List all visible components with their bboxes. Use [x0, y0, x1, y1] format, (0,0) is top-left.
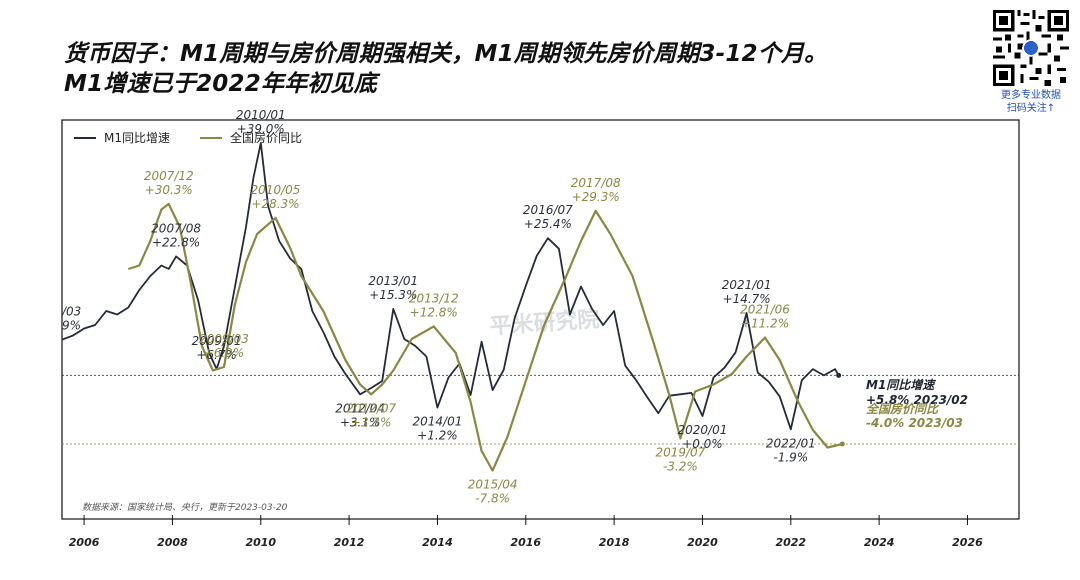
x-tick-label: 2014	[422, 536, 453, 549]
end-marker-house-price	[839, 441, 845, 447]
annotation-date: 2014/01	[413, 415, 463, 429]
annotation-date: 2022/01	[766, 436, 816, 450]
annotation-date: 2012/04	[335, 401, 385, 415]
qr-code-icon[interactable]	[993, 10, 1069, 86]
annotation-date: 2016/07	[523, 203, 573, 217]
annotation-date: 2009/01	[192, 334, 242, 348]
annotation-date: 2020/01	[678, 423, 728, 437]
annotation-date: 2019/07	[655, 445, 705, 459]
x-tick-label: 2012	[334, 536, 365, 549]
annotation-date: 2010/01	[236, 108, 286, 122]
annotation-date: 2017/08	[571, 176, 621, 190]
annotation-date: 2021/01	[722, 278, 772, 292]
series-line-house-price	[127, 202, 843, 472]
x-tick-label: 2010	[245, 536, 276, 549]
annotation-value: +14.7%	[723, 292, 771, 306]
annotation-date: 2007/12	[144, 169, 194, 183]
annotation-date: 2007/08	[151, 221, 201, 235]
annotation-value: +3.3%	[351, 415, 392, 429]
annotation-date: 2010/05	[251, 183, 301, 197]
annotation-value: +12.8%	[410, 305, 458, 319]
annotation-value: +0.0%	[682, 437, 723, 451]
annotation-value: -7.8%	[475, 492, 510, 506]
annotation-date: 2015/04	[468, 478, 518, 492]
annotation-value: +22.8%	[152, 235, 200, 249]
annotation-value: +28.3%	[251, 197, 299, 211]
qr-caption-line1: 更多专业数据	[1001, 90, 1061, 101]
end-label-house-name: 全国房价同比	[866, 402, 940, 416]
annotation-value: +25.4%	[524, 217, 572, 231]
annotation-value: +30.3%	[145, 183, 193, 197]
annotation-value: +6.9%	[204, 346, 245, 360]
annotation-value: +1.2%	[417, 429, 458, 443]
x-tick-label: 2022	[775, 536, 806, 549]
annotation-value: -3.2%	[663, 459, 698, 473]
annotation-date: 2009/03	[199, 332, 249, 346]
x-tick-label: 2016	[510, 536, 541, 549]
annotation-value: 9%	[62, 319, 81, 333]
end-label-m1-name: M1同比增速	[866, 378, 936, 392]
x-tick-label: 2006	[69, 536, 100, 549]
end-label-m1-value: +5.8% 2023/02	[866, 393, 968, 407]
x-tick-label: 2026	[952, 536, 983, 549]
annotation-value: +6.7%	[196, 348, 237, 362]
end-marker-m1	[836, 372, 842, 378]
legend-label-m1: M1同比增速	[104, 131, 170, 145]
annotation-date: 2021/06	[740, 303, 790, 317]
annotation-date: 2013/12	[409, 291, 459, 305]
x-tick-label: 2020	[687, 536, 718, 549]
annotation-date: /03	[61, 305, 81, 319]
annotation-value: +29.3%	[572, 190, 620, 204]
chart-title-line2: M1增速已于2022年年初见底	[64, 71, 377, 97]
chart-title-line1: 货币因子：M1周期与房价周期强相关，M1周期领先房价周期3-12个月。	[64, 41, 828, 67]
end-label-house-value: -4.0% 2023/03	[866, 416, 963, 430]
annotation-value: -1.9%	[773, 450, 808, 464]
annotation-date: 2013/01	[368, 274, 418, 288]
legend-label-house-price: 全国房价同比	[230, 130, 302, 145]
qr-caption-line2: 扫码关注↑	[1006, 103, 1056, 114]
plot-frame	[61, 119, 1020, 520]
annotation-value: +39.0%	[237, 122, 285, 136]
annotation-date: 2012/07	[346, 401, 396, 415]
annotation-value: +3.1%	[340, 415, 381, 429]
data-source: 数据来源：国家统计局、央行，更新于2023-03-20	[82, 502, 288, 513]
x-tick-label: 2018	[599, 536, 630, 549]
x-tick-label: 2024	[864, 536, 895, 549]
x-tick-label: 2008	[157, 536, 188, 549]
annotation-value: +11.2%	[741, 317, 789, 331]
annotation-value: +15.3%	[369, 288, 417, 302]
